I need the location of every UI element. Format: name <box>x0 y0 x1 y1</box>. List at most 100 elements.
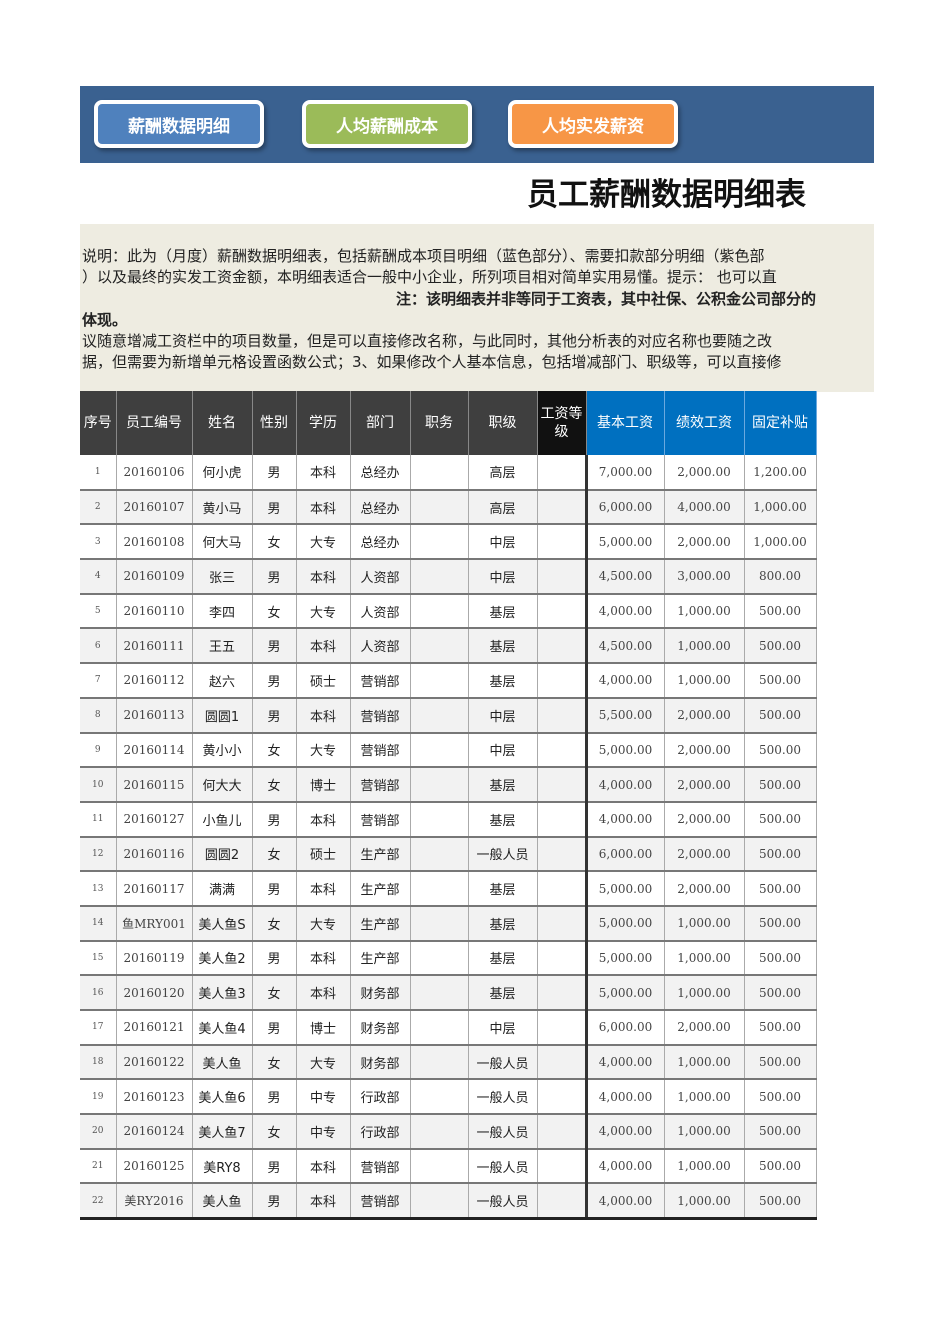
table-cell[interactable]: 女 <box>252 767 297 803</box>
table-cell[interactable]: 2,000.00 <box>664 767 745 803</box>
table-cell[interactable]: 1,000.00 <box>664 1148 745 1185</box>
table-cell[interactable]: 500.00 <box>744 1114 817 1150</box>
table-cell[interactable]: 何大马 <box>192 524 253 561</box>
table-cell[interactable]: 基层 <box>468 767 538 803</box>
table-cell[interactable]: 20160111 <box>116 628 193 665</box>
table-cell[interactable]: 20160114 <box>116 732 193 769</box>
table-cell[interactable] <box>537 489 588 526</box>
table-cell[interactable]: 6,000.00 <box>586 489 665 526</box>
table-cell[interactable] <box>537 455 588 491</box>
table-cell[interactable]: 基层 <box>468 940 538 977</box>
table-cell[interactable]: 男 <box>252 1148 297 1185</box>
table-cell[interactable]: 5,000.00 <box>586 940 665 977</box>
table-cell[interactable]: 本科 <box>296 455 351 491</box>
table-cell[interactable]: 女 <box>252 905 297 942</box>
table-cell[interactable]: 4,000.00 <box>586 663 665 699</box>
table-cell[interactable]: 2,000.00 <box>664 836 745 873</box>
column-header[interactable]: 工资等级 <box>537 391 587 455</box>
table-cell[interactable]: 500.00 <box>744 1044 817 1081</box>
table-cell[interactable] <box>537 975 588 1011</box>
table-cell[interactable] <box>410 1010 469 1046</box>
table-cell[interactable] <box>410 455 469 491</box>
table-cell[interactable] <box>410 871 469 907</box>
table-cell[interactable]: 黄小马 <box>192 489 253 526</box>
table-cell[interactable]: 3,000.00 <box>664 559 745 595</box>
table-cell[interactable]: 14 <box>80 905 117 942</box>
table-cell[interactable]: 22 <box>80 1183 117 1220</box>
table-cell[interactable]: 女 <box>252 836 297 873</box>
table-cell[interactable]: 美RY8 <box>192 1148 253 1185</box>
table-cell[interactable]: 4,000.00 <box>586 1148 665 1185</box>
table-cell[interactable]: 中层 <box>468 732 538 769</box>
table-cell[interactable]: 5,500.00 <box>586 697 665 734</box>
table-cell[interactable]: 总经办 <box>350 455 411 491</box>
table-cell[interactable]: 1,000.00 <box>664 905 745 942</box>
table-cell[interactable]: 基层 <box>468 628 538 665</box>
table-cell[interactable]: 中专 <box>296 1079 351 1116</box>
table-cell[interactable]: 男 <box>252 1010 297 1046</box>
nav-salary-detail-button[interactable]: 薪酬数据明细 <box>94 100 264 148</box>
table-cell[interactable] <box>410 975 469 1011</box>
table-cell[interactable]: 5,000.00 <box>586 905 665 942</box>
table-cell[interactable]: 20160121 <box>116 1010 193 1046</box>
table-cell[interactable]: 生产部 <box>350 940 411 977</box>
table-cell[interactable]: 基层 <box>468 871 538 907</box>
table-cell[interactable]: 10 <box>80 767 117 803</box>
table-cell[interactable]: 本科 <box>296 559 351 595</box>
table-cell[interactable]: 1,000.00 <box>744 524 817 561</box>
table-cell[interactable]: 本科 <box>296 975 351 1011</box>
table-cell[interactable]: 赵六 <box>192 663 253 699</box>
table-cell[interactable]: 20160127 <box>116 801 193 838</box>
table-cell[interactable]: 500.00 <box>744 593 817 630</box>
table-cell[interactable]: 本科 <box>296 1183 351 1220</box>
table-cell[interactable]: 美RY2016 <box>116 1183 193 1220</box>
table-cell[interactable] <box>410 697 469 734</box>
table-cell[interactable] <box>410 801 469 838</box>
table-cell[interactable]: 人资部 <box>350 628 411 665</box>
column-header[interactable]: 性别 <box>252 391 297 455</box>
table-cell[interactable] <box>410 1183 469 1220</box>
table-cell[interactable]: 基层 <box>468 663 538 699</box>
table-cell[interactable] <box>537 1114 588 1150</box>
table-cell[interactable]: 营销部 <box>350 1183 411 1220</box>
table-cell[interactable]: 李四 <box>192 593 253 630</box>
table-cell[interactable]: 6,000.00 <box>586 836 665 873</box>
table-cell[interactable]: 男 <box>252 489 297 526</box>
table-cell[interactable]: 何大大 <box>192 767 253 803</box>
table-cell[interactable]: 总经办 <box>350 489 411 526</box>
table-cell[interactable]: 女 <box>252 975 297 1011</box>
table-cell[interactable]: 500.00 <box>744 1010 817 1046</box>
table-cell[interactable]: 一般人员 <box>468 1183 538 1220</box>
table-cell[interactable]: 本科 <box>296 697 351 734</box>
table-cell[interactable]: 1,000.00 <box>664 1079 745 1116</box>
table-cell[interactable]: 大专 <box>296 905 351 942</box>
table-cell[interactable]: 女 <box>252 1044 297 1081</box>
table-cell[interactable]: 男 <box>252 455 297 491</box>
table-cell[interactable]: 营销部 <box>350 801 411 838</box>
table-cell[interactable]: 男 <box>252 801 297 838</box>
table-cell[interactable] <box>410 1079 469 1116</box>
table-cell[interactable]: 财务部 <box>350 975 411 1011</box>
column-header[interactable]: 部门 <box>350 391 411 455</box>
table-cell[interactable]: 本科 <box>296 628 351 665</box>
table-cell[interactable]: 基层 <box>468 593 538 630</box>
table-cell[interactable] <box>410 663 469 699</box>
table-cell[interactable]: 6 <box>80 628 117 665</box>
table-cell[interactable]: 3 <box>80 524 117 561</box>
table-cell[interactable]: 鱼MRY001 <box>116 905 193 942</box>
table-cell[interactable]: 美人鱼 <box>192 1183 253 1220</box>
table-cell[interactable]: 500.00 <box>744 697 817 734</box>
table-cell[interactable]: 高层 <box>468 489 538 526</box>
table-cell[interactable] <box>537 1148 588 1185</box>
table-cell[interactable]: 13 <box>80 871 117 907</box>
table-cell[interactable]: 18 <box>80 1044 117 1081</box>
table-cell[interactable]: 500.00 <box>744 1148 817 1185</box>
table-cell[interactable]: 男 <box>252 559 297 595</box>
table-cell[interactable]: 20160123 <box>116 1079 193 1116</box>
table-cell[interactable] <box>537 905 588 942</box>
table-cell[interactable]: 一般人员 <box>468 1079 538 1116</box>
table-cell[interactable]: 2,000.00 <box>664 1010 745 1046</box>
table-cell[interactable]: 美人鱼3 <box>192 975 253 1011</box>
table-cell[interactable]: 人资部 <box>350 593 411 630</box>
table-cell[interactable]: 500.00 <box>744 1079 817 1116</box>
